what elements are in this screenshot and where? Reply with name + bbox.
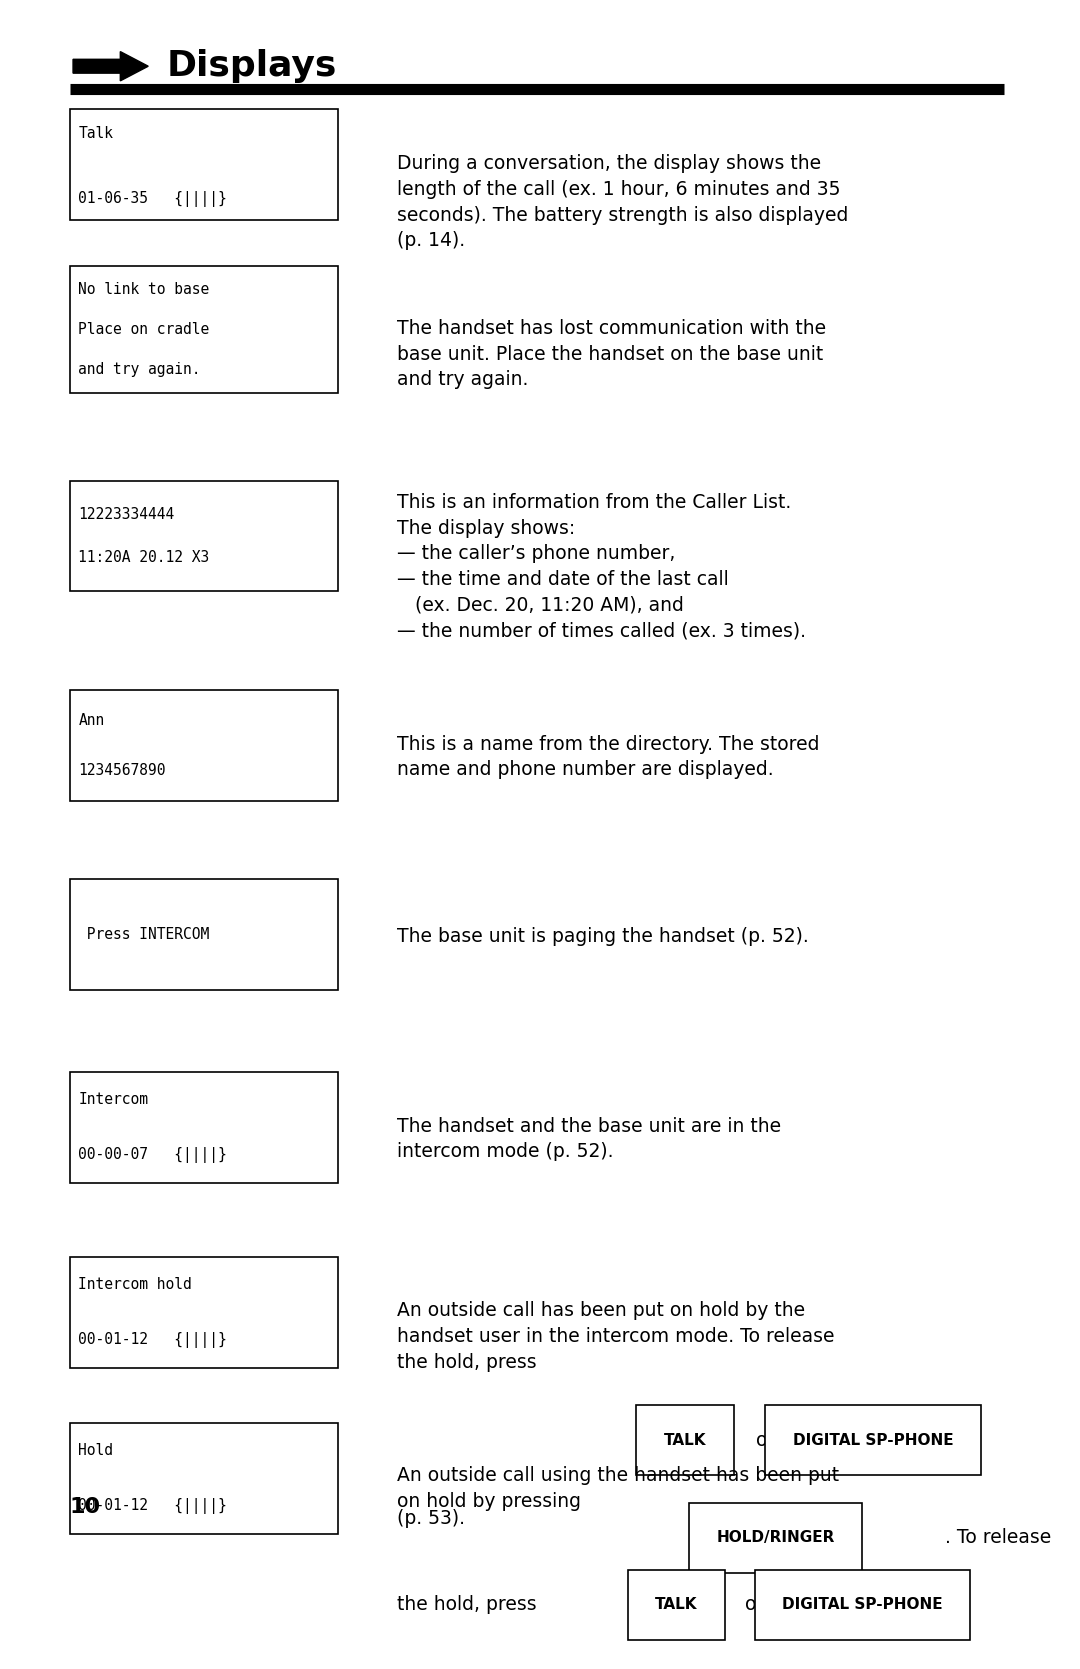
Text: Ann: Ann <box>79 713 105 728</box>
FancyBboxPatch shape <box>70 689 338 801</box>
Polygon shape <box>73 52 148 80</box>
Text: DIGITAL SP-PHONE: DIGITAL SP-PHONE <box>793 1432 954 1447</box>
Text: Hold: Hold <box>79 1444 113 1459</box>
Text: 10: 10 <box>70 1497 100 1517</box>
Text: Intercom: Intercom <box>79 1092 148 1107</box>
Text: 12223334444: 12223334444 <box>79 507 175 522</box>
Text: TALK: TALK <box>656 1597 698 1612</box>
Text: HOLD/RINGER: HOLD/RINGER <box>716 1530 835 1545</box>
Text: Place on cradle: Place on cradle <box>79 322 210 337</box>
Text: Talk: Talk <box>79 127 113 142</box>
Text: 00-00-07   {||||}: 00-00-07 {||||} <box>79 1147 227 1163</box>
Text: (p. 53).: (p. 53). <box>397 1509 465 1529</box>
Text: Press INTERCOM: Press INTERCOM <box>79 928 210 943</box>
Text: or: or <box>739 1596 770 1614</box>
Text: the hold, press: the hold, press <box>397 1596 543 1614</box>
Text: DIGITAL SP-PHONE: DIGITAL SP-PHONE <box>782 1597 943 1612</box>
Text: No link to base: No link to base <box>79 282 210 297</box>
Text: and try again.: and try again. <box>79 362 201 377</box>
Text: An outside call has been put on hold by the
handset user in the intercom mode. T: An outside call has been put on hold by … <box>397 1302 835 1372</box>
Text: Intercom hold: Intercom hold <box>79 1277 192 1292</box>
FancyBboxPatch shape <box>70 1071 338 1183</box>
Text: TALK: TALK <box>664 1432 706 1447</box>
FancyBboxPatch shape <box>70 880 338 990</box>
Text: 00-01-12   {||||}: 00-01-12 {||||} <box>79 1499 227 1514</box>
FancyBboxPatch shape <box>70 110 338 220</box>
Text: The base unit is paging the handset (p. 52).: The base unit is paging the handset (p. … <box>397 928 809 946</box>
Text: This is an information from the Caller List.
The display shows:
— the caller’s p: This is an information from the Caller L… <box>397 492 807 641</box>
Text: The handset has lost communication with the
base unit. Place the handset on the : The handset has lost communication with … <box>397 319 826 389</box>
FancyBboxPatch shape <box>70 1257 338 1367</box>
Text: 11:20A 20.12 X3: 11:20A 20.12 X3 <box>79 551 210 566</box>
Text: 1234567890: 1234567890 <box>79 763 166 778</box>
FancyBboxPatch shape <box>70 481 338 591</box>
Text: During a conversation, the display shows the
length of the call (ex. 1 hour, 6 m: During a conversation, the display shows… <box>397 154 849 250</box>
Text: The handset and the base unit are in the
intercom mode (p. 52).: The handset and the base unit are in the… <box>397 1117 782 1162</box>
FancyBboxPatch shape <box>70 1424 338 1534</box>
Text: 01-06-35   {||||}: 01-06-35 {||||} <box>79 190 227 207</box>
Text: or: or <box>750 1430 781 1449</box>
Text: . To release: . To release <box>945 1529 1052 1547</box>
Text: 00-01-12   {||||}: 00-01-12 {||||} <box>79 1332 227 1349</box>
Text: Displays: Displays <box>166 48 337 83</box>
FancyBboxPatch shape <box>70 267 338 392</box>
Text: This is a name from the directory. The stored
name and phone number are displaye: This is a name from the directory. The s… <box>397 734 820 779</box>
Text: An outside call using the handset has been put
on hold by pressing: An outside call using the handset has be… <box>397 1465 839 1510</box>
